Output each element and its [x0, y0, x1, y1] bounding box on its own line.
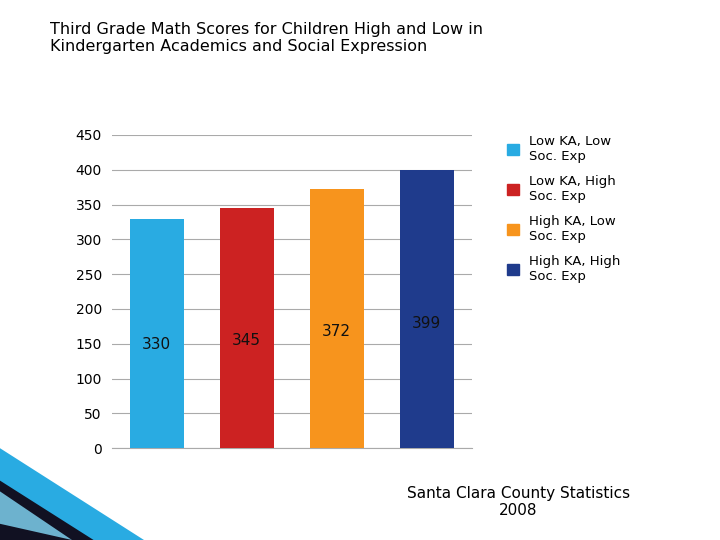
Polygon shape [0, 448, 144, 540]
Bar [220, 208, 274, 448]
Text: Santa Clara County Statistics
2008: Santa Clara County Statistics 2008 [407, 486, 630, 518]
Bar [310, 190, 364, 448]
Polygon shape [0, 491, 72, 540]
Polygon shape [0, 481, 94, 540]
Bar [130, 219, 184, 448]
Legend: Low KA, Low
Soc. Exp, Low KA, High
Soc. Exp, High KA, Low
Soc. Exp, High KA, Hig: Low KA, Low Soc. Exp, Low KA, High Soc. … [507, 136, 621, 283]
Text: Third Grade Math Scores for Children High and Low in
Kindergarten Academics and : Third Grade Math Scores for Children Hig… [50, 22, 483, 54]
Text: 330: 330 [142, 338, 171, 352]
Text: 372: 372 [322, 324, 351, 339]
Text: 345: 345 [232, 333, 261, 348]
Text: 399: 399 [412, 316, 441, 330]
Bar [400, 171, 454, 448]
